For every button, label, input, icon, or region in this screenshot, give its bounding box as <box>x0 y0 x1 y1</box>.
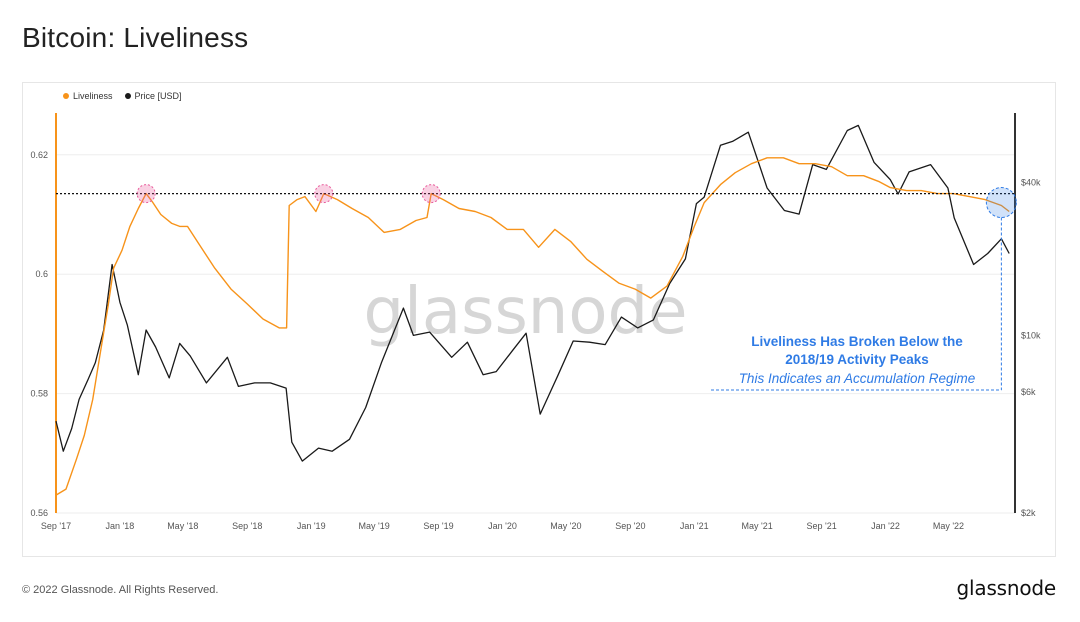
y-right-tick-label: $40k <box>1021 177 1041 187</box>
current-level-marker <box>985 187 1017 219</box>
peak-marker-circle <box>136 184 156 204</box>
peak-marker-circle <box>314 184 334 204</box>
x-tick-label: Jan '22 <box>871 521 900 531</box>
annotation-line-2: 2018/19 Activity Peaks <box>785 352 929 367</box>
x-tick-label: Sep '18 <box>232 521 262 531</box>
y-right-tick-label: $2k <box>1021 508 1036 518</box>
y-left-tick-label: 0.6 <box>35 269 48 279</box>
x-tick-label: Sep '17 <box>41 521 71 531</box>
legend-label-liveliness: Liveliness <box>73 91 113 101</box>
x-tick-label: Jan '18 <box>106 521 135 531</box>
x-tick-label: Sep '21 <box>807 521 837 531</box>
x-tick-label: May '20 <box>550 521 581 531</box>
watermark-text: glassnode <box>363 275 687 349</box>
x-tick-label: Jan '20 <box>488 521 517 531</box>
y-left-tick-label: 0.56 <box>30 508 48 518</box>
x-tick-label: May '18 <box>167 521 198 531</box>
y-right-tick-label: $10k <box>1021 330 1041 340</box>
annotation-line-3: This Indicates an Accumulation Regime <box>739 371 976 386</box>
chart-legend[interactable]: Liveliness Price [USD] <box>63 91 182 101</box>
page-title: Bitcoin: Liveliness <box>22 22 249 53</box>
y-left-tick-label: 0.62 <box>30 150 48 160</box>
chart-panel: Liveliness Price [USD] glassnode 0.56 0.58… <box>22 82 1056 557</box>
x-tick-label: Jan '21 <box>680 521 709 531</box>
liveliness-line <box>55 157 1010 496</box>
glassnode-logo[interactable]: glassnode <box>956 576 1057 600</box>
liveliness-chart: glassnode 0.56 0.58 0.6 0.62 $2k $6k $10k $40k Se… <box>30 113 1041 531</box>
legend-dot-price <box>124 93 131 99</box>
legend-item-liveliness[interactable]: Liveliness <box>63 91 113 101</box>
y-left-tick-label: 0.58 <box>30 389 48 399</box>
copyright-text: © 2022 Glassnode. All Rights Reserved. <box>22 584 219 596</box>
x-tick-label: May '19 <box>358 521 389 531</box>
x-tick-label: Sep '19 <box>423 521 453 531</box>
y-right-tick-label: $6k <box>1021 387 1036 397</box>
legend-label-price: Price [USD] <box>134 91 182 101</box>
x-tick-label: Sep '20 <box>615 521 645 531</box>
x-tick-label: May '22 <box>933 521 964 531</box>
x-tick-label: May '21 <box>742 521 773 531</box>
price-line <box>55 124 1010 462</box>
x-tick-label: Jan '19 <box>297 521 326 531</box>
annotation-line-1: Liveliness Has Broken Below the <box>751 334 963 349</box>
legend-dot-liveliness <box>63 93 69 99</box>
legend-item-price[interactable]: Price [USD] <box>124 91 182 101</box>
peak-marker-circle <box>421 184 441 204</box>
